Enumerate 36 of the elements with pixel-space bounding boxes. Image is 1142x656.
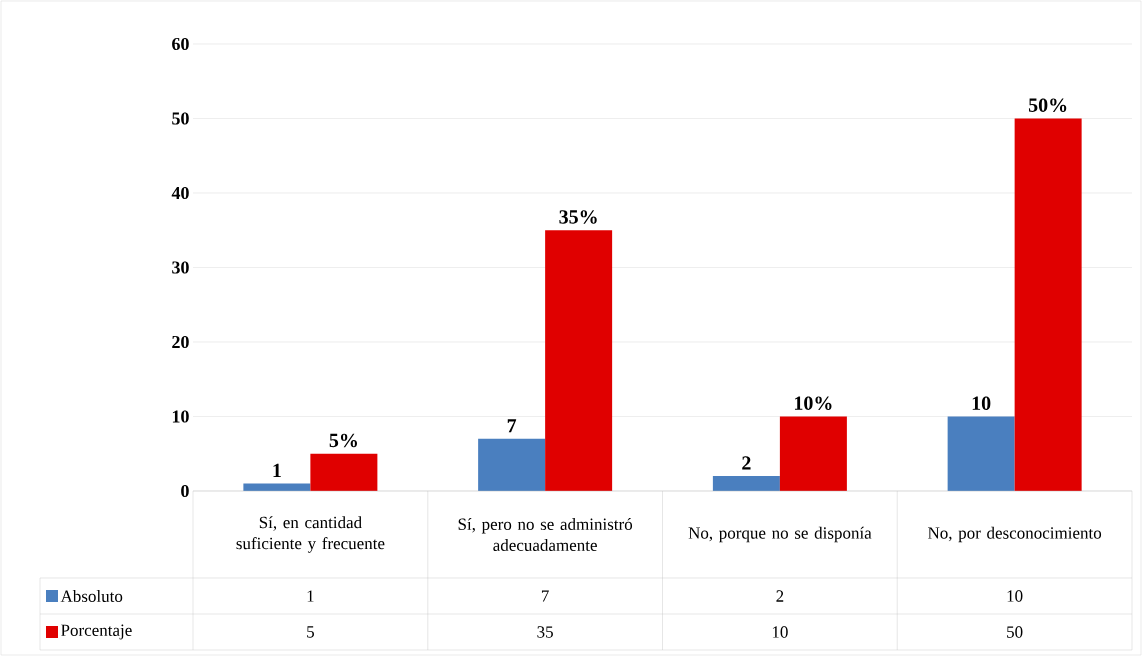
x-tick-label: Sí, en cantidad suficiente y frecuente (236, 516, 385, 553)
y-tick-label: 50 (172, 112, 189, 125)
x-tick-label: No, por desconocimiento (927, 526, 1102, 543)
text: 10 (972, 396, 991, 410)
data-label: 50 (1007, 626, 1023, 638)
annotation: 5% (329, 433, 357, 448)
bar (947, 416, 1015, 491)
bar (712, 476, 780, 491)
bar (478, 438, 546, 491)
data-label: 10 (772, 626, 788, 638)
x-tick-label: Sí, pero no se administró adecuadamente (458, 518, 633, 551)
bar (779, 416, 847, 491)
data-label: 1 (307, 590, 314, 602)
data-label: 35 (537, 626, 553, 638)
text: 7 (507, 419, 517, 433)
bar (545, 230, 613, 491)
bar (1014, 118, 1082, 491)
data-label: 2 (776, 590, 784, 602)
x-tick-label: No, porque no se disponía (688, 526, 872, 543)
bar (310, 453, 378, 491)
legend-label: Absoluto (60, 590, 123, 602)
y-tick-label: 0 (181, 484, 189, 498)
annotation: 10% (794, 396, 832, 410)
y-tick-label: 20 (172, 335, 189, 349)
y-tick-label: 40 (171, 186, 189, 200)
y-tick-label: 10 (172, 410, 189, 423)
text: 1 (273, 463, 281, 478)
legend-label: Porcentaje (61, 624, 132, 640)
data-label: 5 (307, 626, 314, 638)
y-tick-label: 60 (172, 37, 189, 51)
annotation: 50% (1028, 98, 1067, 112)
data-label: 7 (541, 590, 549, 602)
text: 2 (742, 456, 751, 470)
data-label: 10 (1007, 590, 1023, 602)
annotation: 35% (559, 210, 597, 224)
y-tick-label: 30 (172, 261, 189, 274)
